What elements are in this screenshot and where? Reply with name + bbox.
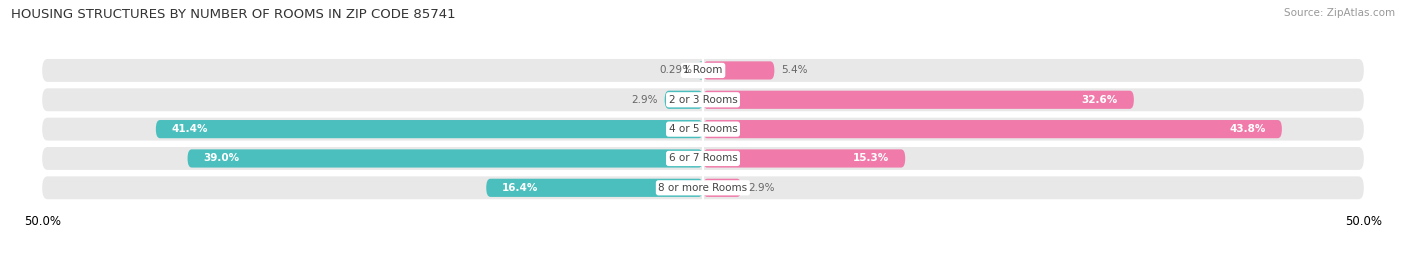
FancyBboxPatch shape <box>703 61 775 80</box>
Text: 2.9%: 2.9% <box>631 95 658 105</box>
Text: 43.8%: 43.8% <box>1230 124 1265 134</box>
FancyBboxPatch shape <box>42 118 1364 141</box>
Text: 4 or 5 Rooms: 4 or 5 Rooms <box>669 124 737 134</box>
FancyBboxPatch shape <box>42 88 1364 111</box>
FancyBboxPatch shape <box>156 120 703 138</box>
Text: 15.3%: 15.3% <box>853 154 890 164</box>
Text: 2 or 3 Rooms: 2 or 3 Rooms <box>669 95 737 105</box>
Text: 32.6%: 32.6% <box>1081 95 1118 105</box>
Text: 41.4%: 41.4% <box>172 124 208 134</box>
Text: 1 Room: 1 Room <box>683 65 723 75</box>
Text: 6 or 7 Rooms: 6 or 7 Rooms <box>669 154 737 164</box>
FancyBboxPatch shape <box>703 179 741 197</box>
FancyBboxPatch shape <box>42 59 1364 82</box>
Text: 39.0%: 39.0% <box>204 154 239 164</box>
FancyBboxPatch shape <box>703 149 905 168</box>
FancyBboxPatch shape <box>187 149 703 168</box>
Text: HOUSING STRUCTURES BY NUMBER OF ROOMS IN ZIP CODE 85741: HOUSING STRUCTURES BY NUMBER OF ROOMS IN… <box>11 8 456 21</box>
FancyBboxPatch shape <box>665 91 703 109</box>
FancyBboxPatch shape <box>42 147 1364 170</box>
FancyBboxPatch shape <box>486 179 703 197</box>
FancyBboxPatch shape <box>703 91 1133 109</box>
FancyBboxPatch shape <box>703 120 1282 138</box>
FancyBboxPatch shape <box>699 61 703 80</box>
Text: 2.9%: 2.9% <box>748 183 775 193</box>
FancyBboxPatch shape <box>42 176 1364 199</box>
Text: 16.4%: 16.4% <box>502 183 538 193</box>
Text: 0.29%: 0.29% <box>659 65 693 75</box>
Text: 5.4%: 5.4% <box>780 65 807 75</box>
Text: 8 or more Rooms: 8 or more Rooms <box>658 183 748 193</box>
Text: Source: ZipAtlas.com: Source: ZipAtlas.com <box>1284 8 1395 18</box>
